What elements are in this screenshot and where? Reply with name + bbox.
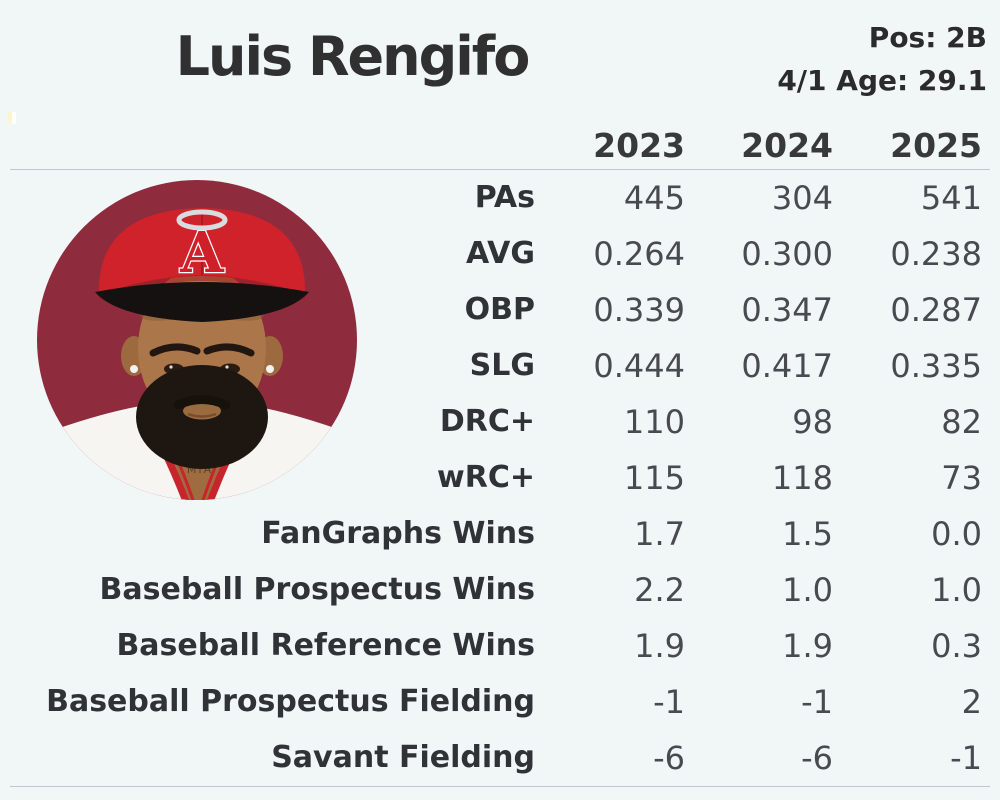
stat-row-label: PAs [474,180,535,215]
stat-row-label: OBP [464,292,535,327]
stat-value: 2.2 [634,571,685,609]
stat-value: 0.3 [931,627,982,665]
stat-value: 304 [771,179,833,217]
stat-value: 541 [920,179,982,217]
stat-row-label: DRC+ [439,404,535,439]
bottom-separator-line [10,786,990,787]
age-label: 4/1 Age: 29.1 [777,64,987,97]
stat-value: 0.300 [741,235,833,273]
stat-value: 82 [941,403,982,441]
stat-value: 115 [623,459,685,497]
stat-value: 1.0 [931,571,982,609]
stat-value: 0.347 [741,291,833,329]
stat-row-label: FanGraphs Wins [261,516,535,551]
stat-value: -6 [653,739,685,777]
header-separator-line [10,169,990,170]
stat-value: 0.335 [890,347,982,385]
stat-row-label: Savant Fielding [271,740,535,775]
column-header-2023: 2023 [593,126,685,165]
corner-spacer [0,116,535,170]
stat-value: -1 [950,739,982,777]
player-meta: Pos: 2B 4/1 Age: 29.1 [777,16,987,102]
page-title: Luis Rengifo [175,25,531,88]
stat-value: 0.339 [593,291,685,329]
stat-value: -6 [801,739,833,777]
stat-value: 118 [771,459,833,497]
player-photo: MIA [37,180,357,500]
stat-row-label: Baseball Reference Wins [116,628,535,663]
stat-value: 0.417 [741,347,833,385]
stray-artifact [8,112,16,124]
stat-row-label: Baseball Prospectus Wins [99,572,535,607]
stat-value: 110 [623,403,685,441]
stat-value: 0.287 [890,291,982,329]
stat-row-label: wRC+ [437,460,535,495]
stat-value: 0.444 [593,347,685,385]
stat-value: 1.0 [782,571,833,609]
stat-value: 1.5 [782,515,833,553]
column-header-2024: 2024 [741,126,833,165]
player-headshot-illustration: MIA [37,180,357,500]
stat-value: 73 [941,459,982,497]
stat-value: 0.0 [931,515,982,553]
earring-right [266,365,274,373]
earring-left [130,365,138,373]
stats-table: 2023 2024 2025 PAs 445 304 541 AVG 0.264 0.300… [0,116,982,786]
stat-value: 2 [961,683,982,721]
stat-value: 1.7 [634,515,685,553]
stat-value: 1.9 [634,627,685,665]
stat-row-label: SLG [469,348,535,383]
stat-value: -1 [801,683,833,721]
stat-row-label: Baseball Prospectus Fielding [46,684,535,719]
stat-value: 0.238 [890,235,982,273]
stat-row-label: AVG [465,236,535,271]
cap-brim [95,282,309,322]
stat-value: 98 [792,403,833,441]
stat-value: -1 [653,683,685,721]
stat-value: 445 [623,179,685,217]
angels-halo-a-logo: A [176,209,228,287]
position-label: Pos: 2B [868,21,987,54]
column-header-2025: 2025 [890,126,982,165]
stat-value: 0.264 [593,235,685,273]
stat-value: 1.9 [782,627,833,665]
